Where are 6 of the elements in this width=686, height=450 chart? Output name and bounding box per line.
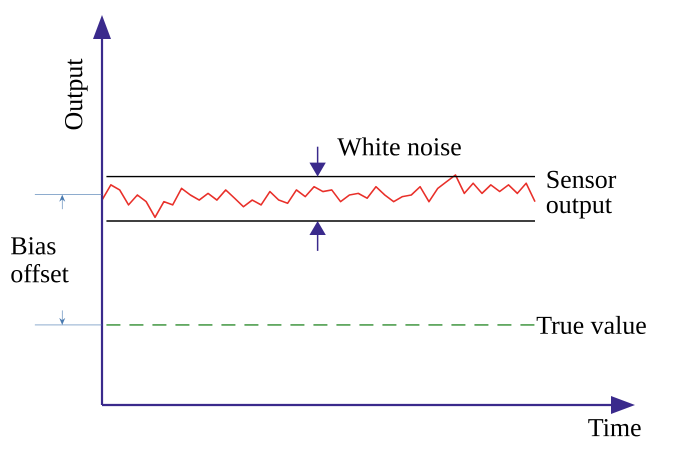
y-axis-title: Output (65, 58, 88, 130)
text: White noise (337, 137, 461, 156)
ref-line-label: True value (536, 316, 646, 334)
x-axis-title: Time (588, 418, 641, 436)
text: Bias offset (11, 237, 69, 282)
series-label: Sensor output (546, 170, 616, 219)
